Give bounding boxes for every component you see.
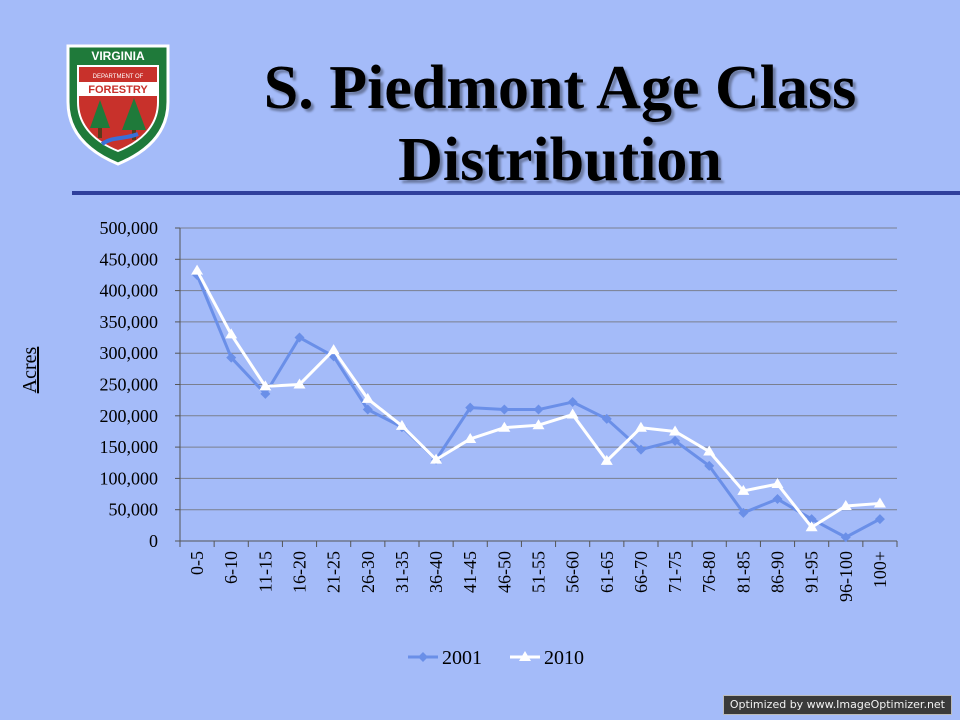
x-tick-label: 61-65 [597, 551, 617, 593]
data-point [737, 484, 750, 495]
x-tick-label: 86-90 [768, 551, 788, 593]
slide-title: S. Piedmont Age Class Distribution [190, 52, 930, 196]
legend-label: 2001 [442, 647, 482, 669]
x-tick-label: 71-75 [665, 551, 685, 593]
data-point [840, 532, 851, 543]
data-point [771, 478, 784, 489]
y-tick-label: 150,000 [100, 437, 159, 457]
data-point [362, 404, 373, 415]
data-point [294, 332, 305, 343]
x-tick-label: 100+ [870, 551, 890, 588]
data-point [703, 445, 716, 456]
y-tick-label: 50,000 [109, 500, 159, 520]
data-point [805, 521, 818, 532]
x-tick-label: 16-20 [290, 551, 310, 593]
data-point [395, 419, 408, 430]
age-class-line-chart: 0 50,000 100,000 150,000 200,000 250,000 300,0… [100, 218, 898, 669]
x-tick-label: 41-45 [460, 551, 480, 593]
x-tick-label: 91-95 [802, 551, 822, 593]
svg-text:VIRGINIA: VIRGINIA [91, 49, 145, 63]
title-divider [72, 191, 960, 195]
data-point [418, 652, 428, 662]
y-tick-label: 450,000 [100, 249, 159, 269]
virginia-forestry-logo: VIRGINIA DEPARTMENT OF FORESTRY [66, 44, 170, 166]
data-point [635, 444, 646, 455]
y-tick-label: 250,000 [100, 375, 159, 395]
data-point [464, 432, 477, 443]
y-tick-label: 200,000 [100, 406, 159, 426]
x-tick-label: 31-35 [392, 551, 412, 593]
data-point [519, 651, 531, 661]
y-tick-label: 350,000 [100, 312, 159, 332]
y-tick-label: 0 [149, 531, 158, 551]
data-point [533, 404, 544, 415]
x-tick-label: 46-50 [494, 551, 514, 593]
data-point [806, 514, 817, 525]
data-point [465, 402, 476, 413]
x-tick-label: 21-25 [324, 551, 344, 593]
x-tick-label: 6-10 [221, 551, 241, 584]
x-tick-label: 51-55 [529, 551, 549, 593]
data-point [738, 507, 749, 518]
data-point [567, 397, 578, 408]
watermark-badge: Optimized by www.ImageOptimizer.net [722, 695, 952, 715]
data-point [430, 453, 443, 464]
data-point [259, 380, 272, 391]
data-point [498, 421, 511, 432]
legend-label: 2010 [544, 647, 584, 669]
x-tick-label: 81-85 [733, 551, 753, 593]
data-point [532, 419, 545, 430]
data-point [566, 408, 579, 419]
data-point [634, 421, 647, 432]
title-line-1: S. Piedmont Age Class [263, 54, 857, 122]
data-point [225, 328, 238, 339]
y-tick-label: 400,000 [100, 281, 159, 301]
y-tick-label: 500,000 [100, 218, 159, 238]
data-point [704, 460, 715, 471]
y-tick-label: 300,000 [100, 343, 159, 363]
data-point [600, 454, 613, 465]
data-point [499, 404, 510, 415]
data-point [669, 425, 682, 436]
svg-text:FORESTRY: FORESTRY [88, 84, 148, 96]
x-tick-label: 76-80 [699, 551, 719, 593]
data-point [293, 378, 306, 389]
svg-text:DEPARTMENT OF: DEPARTMENT OF [93, 74, 144, 80]
data-point [191, 264, 204, 275]
y-tick-label: 100,000 [100, 468, 159, 488]
x-tick-label: 11-15 [255, 551, 275, 592]
x-tick-label: 66-70 [631, 551, 651, 593]
data-point [601, 413, 612, 424]
data-point [327, 344, 340, 355]
x-tick-label: 0-5 [187, 551, 207, 575]
data-point [874, 514, 885, 525]
x-tick-label: 26-30 [358, 551, 378, 593]
x-tick-label: 96-100 [836, 551, 856, 602]
x-tick-label: 36-40 [426, 551, 446, 593]
data-point [873, 497, 886, 508]
data-point [361, 392, 374, 403]
data-point [260, 388, 271, 399]
data-point [772, 494, 783, 505]
title-line-2: Distribution [398, 126, 722, 194]
x-tick-label: 56-60 [563, 551, 583, 593]
data-point [670, 435, 681, 446]
data-point [226, 352, 237, 363]
data-point [839, 499, 852, 510]
series-line-2010 [195, 269, 881, 529]
